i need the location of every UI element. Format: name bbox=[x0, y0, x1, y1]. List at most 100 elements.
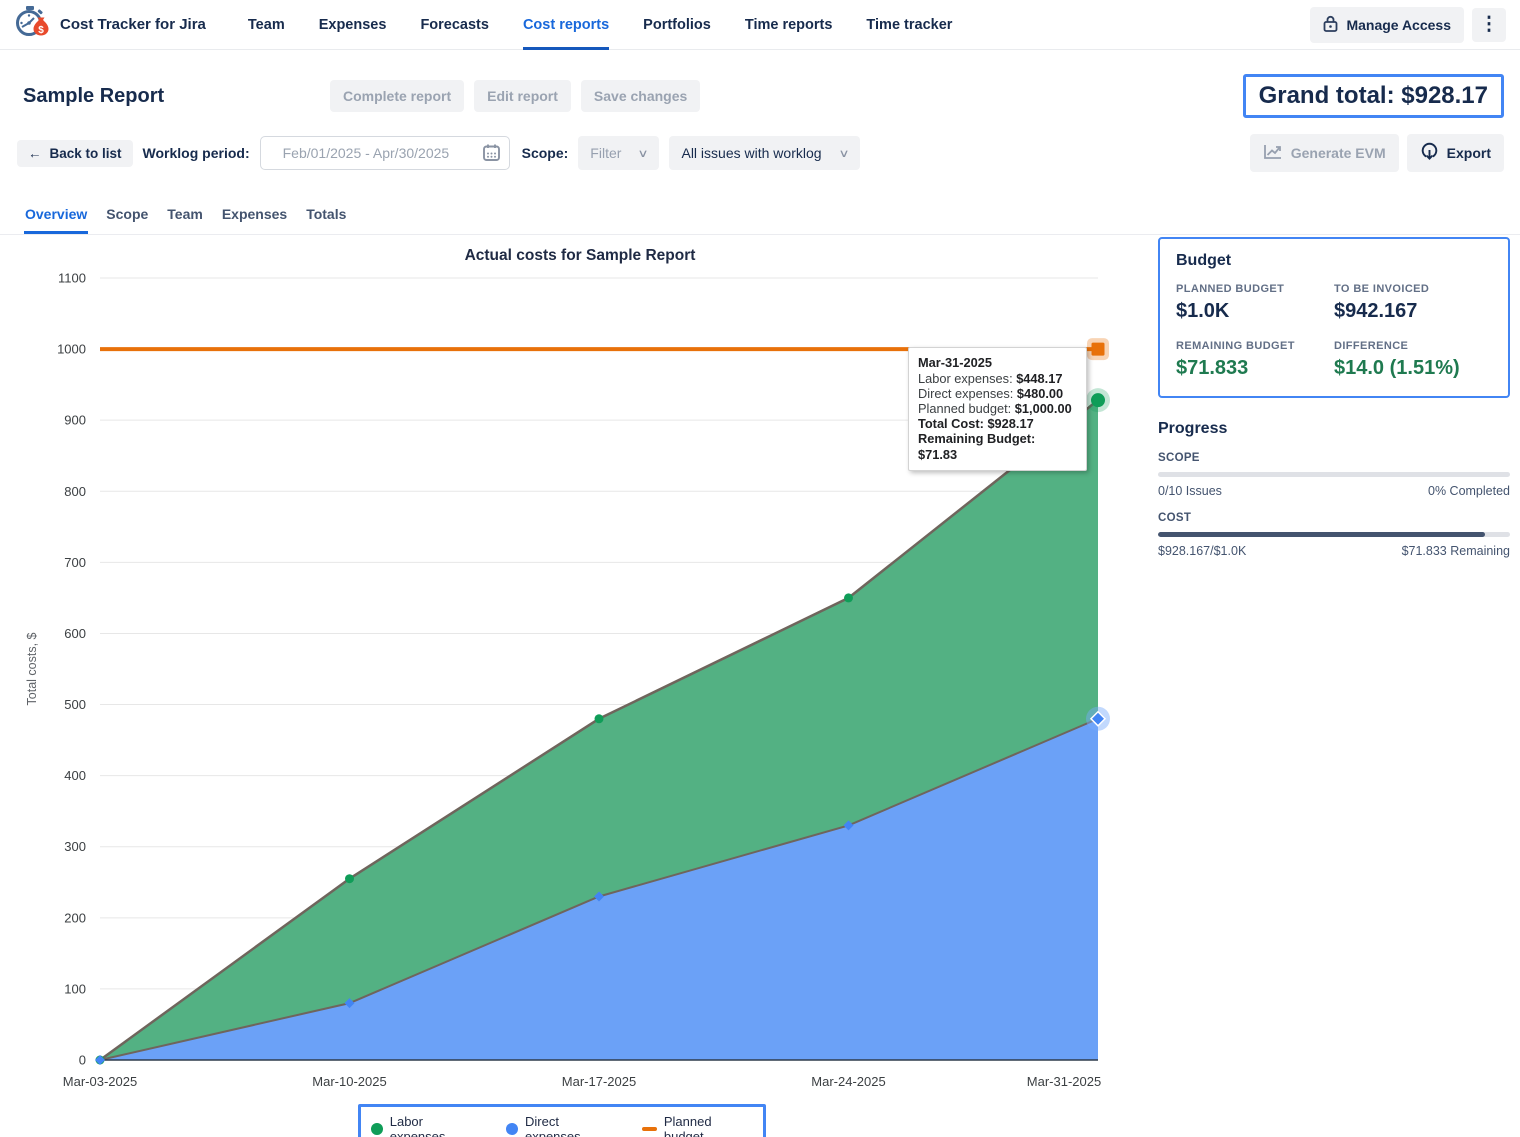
cost-progress-label: COST bbox=[1158, 512, 1192, 524]
report-toolbar: ← Back to list Worklog period: Scope: Fi… bbox=[0, 134, 1520, 172]
tooltip-row-planned: Planned budget: $1,000.00 bbox=[918, 401, 1072, 417]
tooltip-row-labor: Labor expenses: $448.17 bbox=[918, 371, 1063, 387]
svg-text:700: 700 bbox=[64, 555, 86, 570]
tab-overview[interactable]: Overview bbox=[24, 199, 89, 234]
progress-heading: Progress bbox=[1158, 420, 1228, 437]
app-brand: $ Cost Tracker for Jira bbox=[12, 3, 206, 46]
tab-totals[interactable]: Totals bbox=[306, 206, 347, 222]
nav-item-time-tracker[interactable]: Time tracker bbox=[866, 16, 953, 33]
tooltip-row-direct: Direct expenses: $480.00 bbox=[918, 386, 1064, 402]
difference-field: DIFFERENCE $14.0 (1.51%) bbox=[1334, 340, 1460, 379]
evm-chart-icon bbox=[1263, 144, 1283, 163]
chevron-down-icon: ∨ bbox=[637, 147, 650, 160]
svg-text:900: 900 bbox=[64, 413, 86, 428]
tab-scope[interactable]: Scope bbox=[106, 206, 149, 222]
nav-item-time-reports[interactable]: Time reports bbox=[744, 16, 833, 33]
svg-text:0: 0 bbox=[79, 1053, 86, 1068]
nav-item-team[interactable]: Team bbox=[247, 16, 285, 33]
top-navigation: $ Cost Tracker for Jira Team Expenses Fo… bbox=[0, 0, 1520, 50]
svg-text:200: 200 bbox=[64, 910, 86, 925]
direct-series-dot-icon bbox=[506, 1123, 518, 1135]
chart-tooltip: Mar-31-2025 Labor expenses: $448.17 Dire… bbox=[908, 347, 1087, 471]
svg-text:1000: 1000 bbox=[57, 342, 86, 357]
summary-sidebar: Budget PLANNED BUDGET $1.0K TO BE INVOIC… bbox=[1158, 235, 1520, 1137]
svg-text:$: $ bbox=[38, 25, 44, 36]
issues-filter-select[interactable]: All issues with worklog ∨ bbox=[669, 136, 860, 170]
svg-text:Total costs, $: Total costs, $ bbox=[25, 632, 39, 705]
export-button[interactable]: Export bbox=[1406, 134, 1504, 172]
page-title: Sample Report bbox=[23, 84, 165, 107]
tab-expenses[interactable]: Expenses bbox=[221, 206, 288, 222]
scope-filter-select[interactable]: Filter ∨ bbox=[578, 136, 660, 170]
chart-title: Actual costs for Sample Report bbox=[464, 247, 696, 264]
svg-text:400: 400 bbox=[64, 768, 86, 783]
legend-item-direct[interactable]: Direct expenses bbox=[506, 1114, 616, 1137]
report-header: Sample Report Complete report Edit repor… bbox=[0, 50, 1520, 118]
cost-chart-section: Actual costs for Sample Report 0 100 200 30… bbox=[20, 235, 1140, 1137]
grand-total-badge: Grand total: $928.17 bbox=[1242, 74, 1504, 118]
svg-text:100: 100 bbox=[64, 981, 86, 996]
legend-item-labor[interactable]: Labor expenses bbox=[371, 1114, 480, 1137]
legend-label-labor: Labor expenses bbox=[389, 1114, 446, 1137]
nav-item-cost-reports[interactable]: Cost reports bbox=[522, 0, 610, 50]
tooltip-date: Mar-31-2025 bbox=[918, 355, 992, 370]
labor-series-dot-icon bbox=[371, 1123, 383, 1135]
legend-label-planned: Planned budget bbox=[663, 1114, 712, 1137]
progress-section: Progress SCOPE 0/10 Issues 0% Completed … bbox=[1158, 420, 1510, 558]
chart-area: 0 100 200 300 400 500 600 700 800 900 1000 1100 Mar-… bbox=[20, 265, 1140, 1098]
svg-text:Mar-03-2025: Mar-03-2025 bbox=[63, 1074, 137, 1089]
svg-text:300: 300 bbox=[64, 839, 86, 854]
cost-progress-bar bbox=[1158, 532, 1510, 537]
actual-costs-chart[interactable]: 0 100 200 300 400 500 600 700 800 900 1000 1100 Mar-… bbox=[20, 265, 1140, 1093]
svg-text:800: 800 bbox=[64, 484, 86, 499]
remaining-budget-field: REMAINING BUDGET $71.833 bbox=[1176, 340, 1295, 379]
legend-label-direct: Direct expenses bbox=[524, 1114, 581, 1137]
scope-filter-value: Filter bbox=[590, 145, 622, 161]
app-logo-icon: $ bbox=[12, 3, 50, 46]
tab-team[interactable]: Team bbox=[167, 206, 203, 222]
svg-text:Mar-17-2025: Mar-17-2025 bbox=[562, 1074, 636, 1089]
lock-icon bbox=[1323, 15, 1338, 35]
manage-access-label: Manage Access bbox=[1346, 16, 1451, 33]
chevron-down-icon: ∨ bbox=[837, 147, 850, 160]
back-to-list-label: Back to list bbox=[49, 145, 122, 161]
nav-items: Team Expenses Forecasts Cost reports Por… bbox=[247, 0, 953, 50]
nav-item-forecasts[interactable]: Forecasts bbox=[420, 16, 489, 33]
back-to-list-button[interactable]: ← Back to list bbox=[17, 139, 133, 167]
export-download-icon bbox=[1420, 142, 1439, 164]
app-title: Cost Tracker for Jira bbox=[60, 16, 206, 33]
scope-progress-stats: 0/10 Issues 0% Completed bbox=[1158, 484, 1510, 498]
worklog-period-input[interactable] bbox=[259, 136, 510, 170]
svg-text:Mar-10-2025: Mar-10-2025 bbox=[312, 1074, 386, 1089]
svg-text:Mar-31-2025: Mar-31-2025 bbox=[1027, 1074, 1101, 1089]
to-be-invoiced-field: TO BE INVOICED $942.167 bbox=[1334, 283, 1430, 322]
report-tabs: Overview Scope Team Expenses Totals bbox=[0, 199, 1520, 235]
svg-text:1100: 1100 bbox=[58, 271, 86, 286]
manage-access-button[interactable]: Manage Access bbox=[1310, 6, 1464, 43]
complete-report-button[interactable]: Complete report bbox=[330, 80, 465, 112]
back-arrow-icon: ← bbox=[28, 145, 42, 161]
svg-text:Mar-24-2025: Mar-24-2025 bbox=[811, 1074, 885, 1089]
calendar-icon[interactable] bbox=[482, 143, 501, 167]
svg-text:500: 500 bbox=[64, 697, 86, 712]
issues-filter-value: All issues with worklog bbox=[681, 145, 822, 161]
save-changes-button[interactable]: Save changes bbox=[580, 80, 701, 112]
generate-evm-label: Generate EVM bbox=[1290, 145, 1386, 161]
tooltip-row-total: Total Cost: $928.17 bbox=[918, 416, 1034, 432]
legend-item-planned[interactable]: Planned budget bbox=[642, 1114, 753, 1137]
budget-card: Budget PLANNED BUDGET $1.0K TO BE INVOIC… bbox=[1158, 237, 1510, 398]
edit-report-button[interactable]: Edit report bbox=[474, 80, 571, 112]
scope-label: Scope: bbox=[521, 145, 569, 161]
kebab-menu-button[interactable]: ⋮ bbox=[1472, 7, 1506, 42]
chart-legend: Labor expenses Direct expenses Planned b… bbox=[358, 1104, 766, 1137]
worklog-period-label: Worklog period: bbox=[142, 145, 250, 161]
generate-evm-button[interactable]: Generate EVM bbox=[1249, 134, 1399, 172]
nav-item-expenses[interactable]: Expenses bbox=[318, 16, 387, 33]
svg-text:600: 600 bbox=[64, 626, 86, 641]
cost-progress-stats: $928.167/$1.0K $71.833 Remaining bbox=[1158, 544, 1510, 558]
scope-progress-bar bbox=[1158, 472, 1510, 477]
export-label: Export bbox=[1446, 145, 1491, 161]
nav-item-portfolios[interactable]: Portfolios bbox=[643, 16, 711, 33]
budget-heading: Budget bbox=[1176, 252, 1232, 269]
tooltip-row-remaining: Remaining Budget: $71.83 bbox=[918, 431, 1036, 462]
